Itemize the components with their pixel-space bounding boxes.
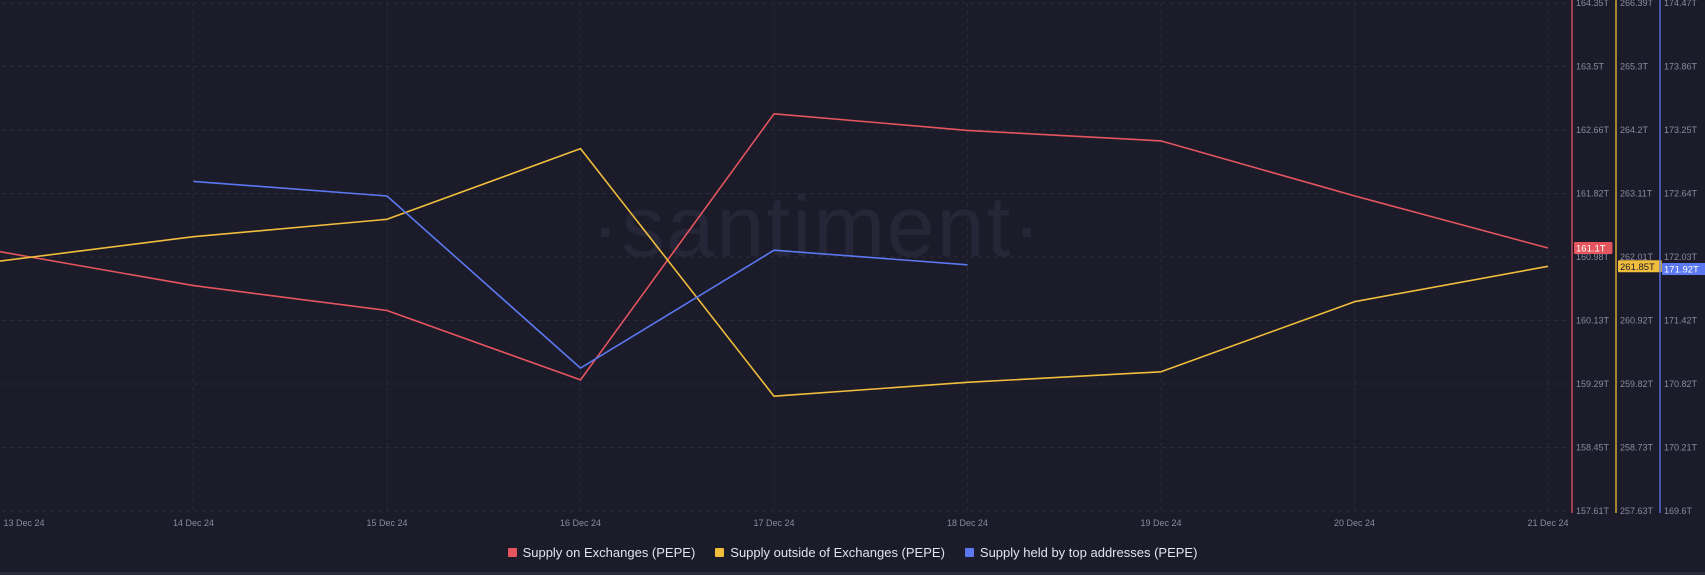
y-tick-label: 158.45T — [1576, 443, 1610, 453]
y-tick-label: 173.86T — [1664, 62, 1698, 72]
current-value-label: 261.85T — [1620, 262, 1655, 273]
y-tick-label: 258.73T — [1620, 443, 1654, 453]
y-tick-label: 164.35T — [1576, 0, 1610, 8]
legend: Supply on Exchanges (PEPE) Supply outside… — [0, 538, 1705, 566]
y-tick-label: 169.6T — [1664, 506, 1693, 516]
y-tick-label: 263.11T — [1620, 189, 1653, 199]
legend-swatch — [507, 547, 517, 557]
x-tick-label: 13 Dec 24 — [3, 518, 44, 528]
grid — [2, 2, 1572, 512]
y-tick-label: 163.5T — [1576, 62, 1605, 72]
x-tick-label: 18 Dec 24 — [947, 518, 988, 528]
y-tick-label: 161.82T — [1576, 189, 1610, 199]
y-tick-label: 266.39T — [1620, 0, 1654, 8]
y-tick-label: 264.2T — [1620, 125, 1649, 135]
legend-swatch — [964, 547, 974, 557]
current-value-badge — [1662, 262, 1705, 275]
y-tick-label: 260.92T — [1620, 316, 1654, 326]
y-tick-label: 172.64T — [1664, 189, 1698, 199]
x-tick-label: 14 Dec 24 — [173, 518, 214, 528]
x-tick-label: 16 Dec 24 — [560, 518, 601, 528]
current-value-badge — [1618, 260, 1662, 273]
y-tick-label: 159.29T — [1576, 379, 1610, 389]
y-tick-label: 174.47T — [1664, 0, 1698, 8]
legend-swatch — [715, 547, 725, 557]
y-tick-label: 265.3T — [1620, 62, 1649, 72]
y-tick-label: 173.25T — [1664, 125, 1698, 135]
x-tick-label: 19 Dec 24 — [1140, 518, 1181, 528]
legend-item[interactable]: Supply on Exchanges (PEPE) — [507, 544, 696, 560]
x-tick-label: 15 Dec 24 — [366, 518, 407, 528]
y-tick-label: 259.82T — [1620, 379, 1654, 389]
legend-label: Supply held by top addresses (PEPE) — [979, 544, 1198, 560]
current-value-label: 161.1T — [1576, 243, 1606, 254]
y-tick-label: 160.13T — [1576, 316, 1610, 326]
y-tick-label: 170.21T — [1664, 443, 1698, 453]
y-tick-label: 262.01T — [1620, 252, 1654, 262]
y-tick-label: 172.03T — [1664, 252, 1698, 262]
y-tick-label: 171.42T — [1664, 316, 1698, 326]
bottom-divider — [0, 572, 1705, 575]
y-tick-label: 157.61T — [1576, 506, 1610, 516]
x-axis: 13 Dec 24 14 Dec 24 15 Dec 24 16 Dec 24 17 D… — [3, 518, 1568, 528]
chart-svg: ·santiment· 157.61T 158.45T 159.29T 160.13T… — [0, 0, 1705, 528]
y-axes: 157.61T 158.45T 159.29T 160.13T 160.98T 161.8… — [1571, 0, 1705, 516]
x-tick-label: 17 Dec 24 — [753, 518, 794, 528]
x-tick-label: 20 Dec 24 — [1334, 518, 1375, 528]
y-tick-label: 257.63T — [1620, 506, 1654, 516]
series-lines — [0, 113, 1549, 398]
x-tick-label: 21 Dec 24 — [1527, 518, 1568, 528]
current-value-label: 171.92T — [1664, 264, 1699, 275]
legend-label: Supply outside of Exchanges (PEPE) — [730, 544, 945, 560]
y-tick-label: 160.98T — [1576, 252, 1610, 262]
santiment-watermark: ·santiment· — [591, 179, 1043, 275]
legend-item[interactable]: Supply outside of Exchanges (PEPE) — [715, 545, 945, 560]
y-tick-label: 170.82T — [1664, 379, 1698, 389]
legend-item[interactable]: Supply held by top addresses (PEPE) — [964, 544, 1198, 560]
current-value-badge — [1574, 241, 1613, 254]
y-tick-label: 162.66T — [1576, 125, 1610, 135]
legend-label: Supply on Exchanges (PEPE) — [522, 544, 696, 560]
